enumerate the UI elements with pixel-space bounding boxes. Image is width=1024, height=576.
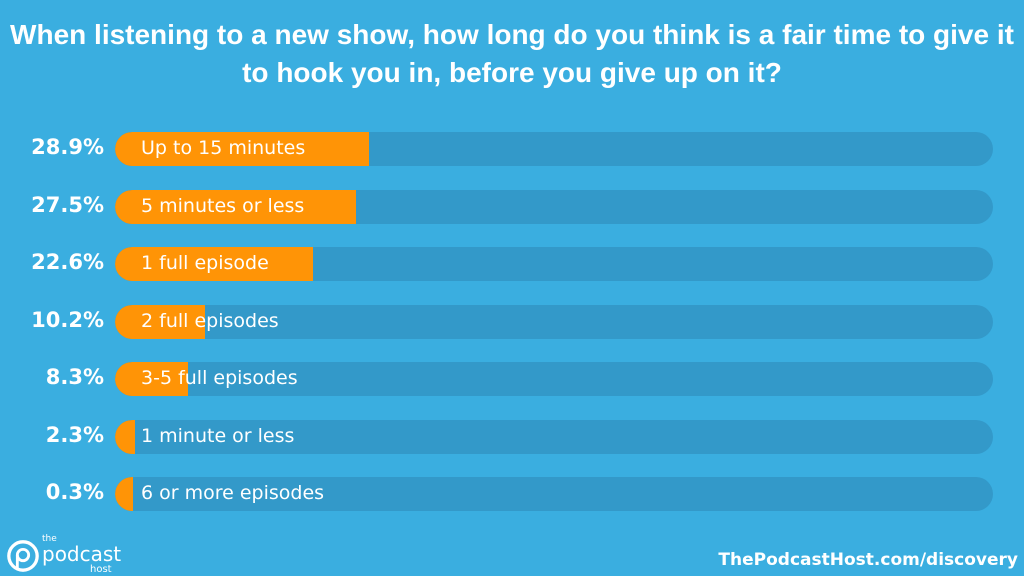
logo-text-the: the — [42, 534, 57, 544]
category-label: 5 minutes or less — [141, 194, 305, 217]
bar — [115, 477, 133, 511]
value-label: 8.3% — [45, 365, 104, 389]
bar-row: 0.3% 6 or more episodes — [0, 477, 1024, 511]
category-label: 1 minute or less — [141, 424, 295, 447]
value-label: 22.6% — [31, 250, 104, 274]
bar — [115, 247, 314, 281]
bar — [115, 189, 357, 224]
bar-track: 6 or more episodes — [115, 477, 993, 511]
bar-row: 28.9% Up to 15 minutes — [0, 132, 1024, 166]
category-label: 6 or more episodes — [141, 482, 325, 504]
bar-track: Up to 15 minutes — [115, 132, 993, 166]
bar — [115, 132, 369, 166]
bar — [115, 304, 205, 339]
value-label: 10.2% — [31, 307, 104, 332]
bar-track: 5 minutes or less — [115, 189, 993, 224]
value-label: 0.3% — [45, 480, 104, 504]
category-label: 1 full episode — [141, 252, 269, 274]
bar-row: 2.3% 1 minute or less — [0, 419, 1024, 454]
source-link[interactable]: ThePodcastHost.com/discovery — [718, 550, 1018, 570]
logo-text-podcast: podcast — [42, 542, 122, 566]
category-label: Up to 15 minutes — [141, 137, 306, 159]
category-label: 2 full episodes — [141, 309, 279, 332]
bar-row: 10.2% 2 full episodes — [0, 304, 1024, 339]
bar — [115, 419, 136, 454]
bar-track: 2 full episodes — [115, 304, 993, 339]
podcast-logo-icon — [7, 540, 39, 572]
podcast-host-logo: the podcast host — [6, 535, 146, 575]
value-label: 28.9% — [31, 135, 104, 159]
bar-track: 3-5 full episodes — [115, 362, 993, 396]
bar-row: 8.3% 3-5 full episodes — [0, 362, 1024, 396]
logo-text-host: host — [90, 564, 112, 575]
category-label: 3-5 full episodes — [141, 367, 298, 389]
bar-track: 1 full episode — [115, 247, 993, 281]
value-label: 2.3% — [45, 422, 104, 447]
bar-row: 22.6% 1 full episode — [0, 247, 1024, 281]
chart-title: When listening to a new show, how long d… — [10, 19, 1014, 88]
bar-row: 27.5% 5 minutes or less — [0, 189, 1024, 224]
value-label: 27.5% — [31, 192, 104, 217]
bar — [115, 362, 188, 396]
bar-track: 1 minute or less — [115, 419, 993, 454]
